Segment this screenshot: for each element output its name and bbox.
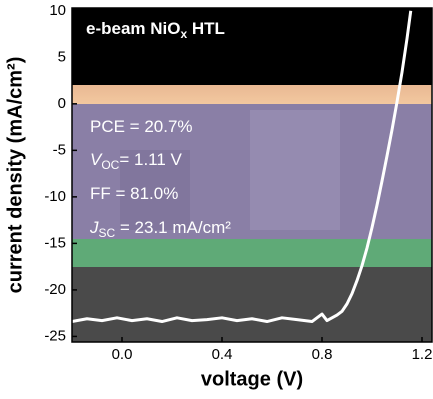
annotation-text: HTL <box>187 19 225 38</box>
annotation-text: J <box>89 218 99 237</box>
annotation: e-beam NiOx HTL <box>86 19 225 41</box>
y-tick-label: -25 <box>44 327 66 344</box>
annotation-subscript: x <box>180 27 187 41</box>
annotation: JSC = 23.1 mA/cm² <box>89 218 231 240</box>
y-tick-label: 10 <box>49 2 66 19</box>
annotation-text: = 23.1 mA/cm² <box>115 218 231 237</box>
annotation-text: FF = 81.0% <box>90 184 178 203</box>
x-tick-label: 0.0 <box>112 346 133 363</box>
annotation-text: e-beam NiO <box>86 19 180 38</box>
y-axis-label: current density (mA/cm²) <box>4 57 26 294</box>
x-tick-label: 0.8 <box>312 346 333 363</box>
annotation-text: V <box>90 150 103 169</box>
data-line <box>71 10 413 324</box>
annotation-text: PCE = 20.7% <box>90 117 193 136</box>
annotation-subscript: SC <box>99 226 116 240</box>
y-tick-label: -20 <box>44 281 66 298</box>
annotation: VOC= 1.11 V <box>90 150 183 172</box>
y-tick-label: 5 <box>58 48 66 65</box>
annotation-subscript: OC <box>101 158 119 172</box>
y-tick-label: -5 <box>53 141 66 158</box>
sem-background <box>72 8 432 342</box>
y-tick-label: 0 <box>58 95 66 112</box>
x-tick-label: 1.2 <box>412 346 433 363</box>
annotation: PCE = 20.7% <box>90 117 193 136</box>
plot-frame <box>71 7 433 343</box>
x-axis-label: voltage (V) <box>201 368 303 390</box>
annotation-text: = 1.11 V <box>119 150 182 169</box>
y-tick-label: -10 <box>44 188 66 205</box>
y-tick-label: -15 <box>44 234 66 251</box>
plot-area <box>71 10 413 324</box>
annotation: FF = 81.0% <box>90 184 178 203</box>
x-tick-label: 0.4 <box>212 346 233 363</box>
